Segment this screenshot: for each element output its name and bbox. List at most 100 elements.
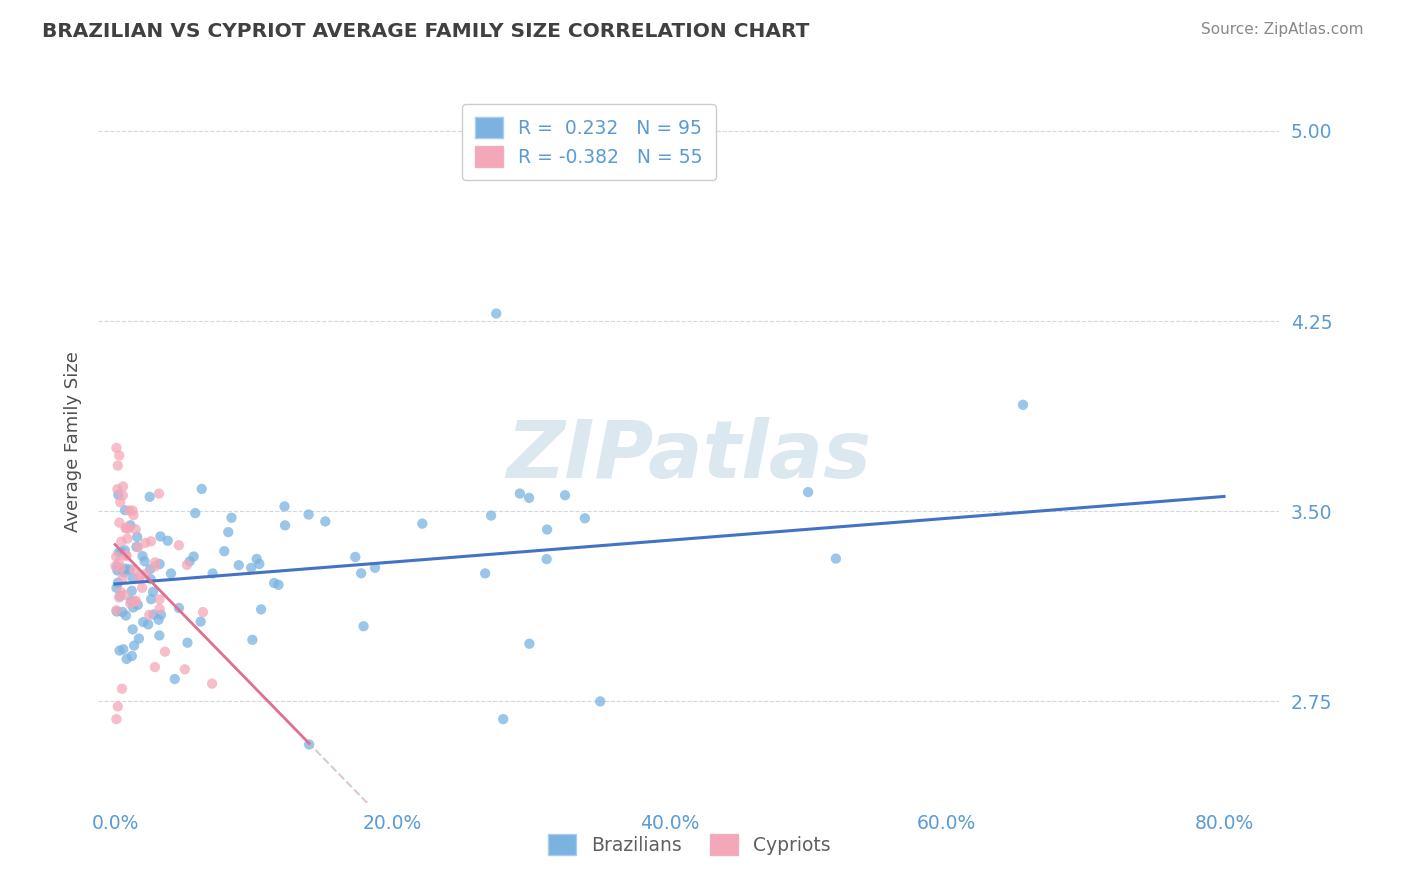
Point	[139, 534, 162, 549]
Point	[112, 479, 135, 493]
Point	[115, 549, 138, 563]
Point	[122, 639, 145, 653]
Point	[108, 643, 131, 657]
Point	[111, 488, 134, 502]
Point	[129, 568, 152, 582]
Point	[191, 605, 214, 619]
Point	[120, 594, 142, 608]
Point	[108, 589, 131, 603]
Point	[173, 662, 195, 676]
Point	[121, 623, 143, 637]
Point	[122, 508, 145, 523]
Point	[124, 595, 146, 609]
Point	[114, 588, 136, 602]
Point	[114, 562, 136, 576]
Point	[132, 615, 155, 629]
Point	[138, 490, 160, 504]
Point	[104, 559, 127, 574]
Point	[190, 615, 212, 629]
Point	[148, 628, 170, 642]
Point	[111, 571, 134, 585]
Point	[247, 557, 270, 571]
Point	[153, 645, 176, 659]
Point	[509, 486, 531, 500]
Point	[350, 566, 373, 581]
Point	[240, 561, 263, 575]
Point	[110, 585, 132, 599]
Text: BRAZILIAN VS CYPRIOT AVERAGE FAMILY SIZE CORRELATION CHART: BRAZILIAN VS CYPRIOT AVERAGE FAMILY SIZE…	[42, 22, 810, 41]
Point	[149, 607, 172, 622]
Point	[105, 605, 128, 619]
Point	[112, 563, 135, 577]
Point	[120, 597, 142, 611]
Point	[353, 619, 375, 633]
Point	[136, 617, 159, 632]
Point	[221, 510, 243, 524]
Point	[121, 503, 143, 517]
Point	[107, 575, 129, 590]
Point	[115, 549, 138, 563]
Point	[314, 515, 336, 529]
Point	[479, 508, 502, 523]
Point	[519, 637, 541, 651]
Point	[131, 549, 153, 563]
Point	[176, 636, 198, 650]
Point	[536, 523, 558, 537]
Point	[149, 529, 172, 543]
Point	[131, 581, 153, 595]
Point	[411, 516, 433, 531]
Point	[112, 642, 135, 657]
Point	[105, 441, 128, 455]
Point	[121, 583, 143, 598]
Point	[108, 516, 131, 530]
Point	[128, 632, 150, 646]
Point	[201, 676, 224, 690]
Point	[125, 593, 148, 607]
Point	[201, 566, 224, 581]
Point	[124, 522, 146, 536]
Point	[141, 592, 163, 607]
Point	[214, 544, 236, 558]
Point	[107, 482, 129, 496]
Point	[148, 613, 170, 627]
Point	[149, 602, 172, 616]
Point	[297, 508, 319, 522]
Point	[267, 578, 290, 592]
Y-axis label: Average Family Size: Average Family Size	[63, 351, 82, 532]
Point	[118, 503, 141, 517]
Point	[105, 559, 128, 574]
Point	[117, 522, 139, 536]
Point	[105, 581, 128, 595]
Point	[156, 533, 179, 548]
Point	[160, 566, 183, 581]
Point	[107, 488, 129, 502]
Point	[122, 563, 145, 577]
Point	[128, 571, 150, 585]
Text: ZIPatlas: ZIPatlas	[506, 417, 872, 495]
Point	[246, 552, 269, 566]
Point	[117, 532, 139, 546]
Point	[139, 562, 162, 576]
Point	[139, 572, 162, 586]
Point	[105, 564, 128, 578]
Point	[105, 712, 128, 726]
Point	[176, 558, 198, 572]
Point	[127, 530, 149, 544]
Point	[485, 306, 508, 320]
Point	[114, 521, 136, 535]
Point	[114, 543, 136, 558]
Point	[167, 538, 190, 552]
Point	[122, 600, 145, 615]
Point	[111, 563, 134, 577]
Point	[108, 545, 131, 559]
Text: Source: ZipAtlas.com: Source: ZipAtlas.com	[1201, 22, 1364, 37]
Point	[298, 738, 321, 752]
Point	[492, 712, 515, 726]
Point	[825, 551, 848, 566]
Point	[138, 607, 160, 622]
Point	[118, 562, 141, 576]
Point	[127, 598, 149, 612]
Point	[110, 495, 132, 509]
Point	[142, 607, 165, 622]
Point	[589, 694, 612, 708]
